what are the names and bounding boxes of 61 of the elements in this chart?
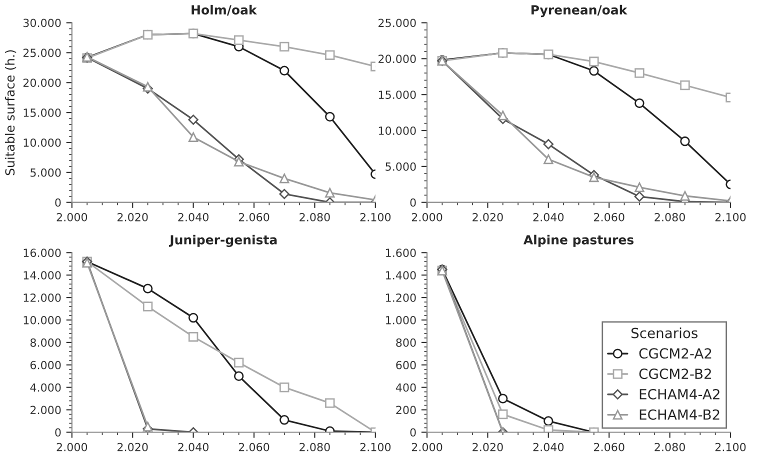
x-tick-label: 2.080 [300,212,330,222]
y-tick-label: 25.000 [378,18,416,28]
y-tick-label: 20.000 [23,78,61,87]
chart-title: Holm/oak [192,4,258,16]
y-tick-label: 1.600 [386,248,416,258]
x-tick-label: 2.100 [360,442,391,452]
x-tick-label: 2.100 [715,212,746,222]
y-tick-label: 10.000 [378,126,416,135]
x-tick-label: 2.060 [238,442,270,452]
y-tick-label: 2.000 [30,406,61,414]
legend-label: ECHAM4-A2 [640,388,720,400]
y-tick-label: 4.000 [30,383,61,392]
x-tick-label: 2.040 [533,442,564,452]
y-tick-label: 0 [55,428,61,437]
x-tick-label: 2.020 [118,442,148,452]
y-tick-label: 1.400 [386,271,416,280]
y-tick-label: 25.000 [23,48,61,58]
y-tick-label: 6.000 [30,360,61,370]
legend-label: CGCM2-B2 [639,368,711,380]
legend-label: CGCM2-A2 [639,348,712,359]
y-tick-label: 600 [396,360,416,370]
legend-label: ECHAM4-B2 [640,409,720,420]
y-tick-label: 10.000 [24,138,61,147]
x-tick-label: 2.060 [594,212,624,222]
y-tick-label: 800 [396,338,416,347]
x-tick-label: 2.020 [472,212,503,222]
y-tick-label: 15.000 [378,90,416,99]
x-tick-label: 2.100 [360,212,391,222]
x-tick-label: 2.080 [300,442,330,452]
y-tick-label: 5.000 [386,162,416,171]
y-tick-label: 16.000 [24,248,61,258]
chart-title: Pyrenean/oak [532,4,628,18]
x-tick-label: 2.040 [533,212,564,222]
y-tick-label: 1.000 [386,316,416,324]
x-tick-label: 2.040 [178,212,208,222]
x-tick-label: 2.080 [654,212,685,222]
y-tick-label: 14.000 [24,271,61,280]
y-tick-label: 20.000 [378,54,416,64]
chart-title: Alpine pastures [523,234,634,247]
chart-title: Juniper-genista [168,234,277,248]
x-tick-label: 2.040 [178,442,208,452]
y-tick-label: 0 [55,198,61,207]
y-tick-label: 200 [396,406,416,414]
y-tick-label: 12.000 [24,294,61,302]
x-tick-label: 2.100 [715,442,746,452]
x-tick-label: 2.060 [238,212,270,222]
y-tick-label: 0 [410,428,416,437]
x-tick-label: 2.020 [472,442,503,452]
y-axis-title: Suitable surface (h.) [4,50,16,176]
y-tick-label: 15.000 [24,108,61,117]
y-tick-label: 8.000 [30,338,61,347]
y-tick-label: 0 [410,198,416,207]
y-tick-label: 400 [396,383,416,392]
x-tick-label: 2.080 [654,442,685,452]
y-tick-label: 10.000 [24,316,61,324]
legend-title: Scenarios [631,328,698,338]
x-tick-label: 2.020 [118,212,148,222]
x-tick-label: 2.060 [594,442,624,452]
y-tick-label: 30.000 [23,18,61,28]
y-tick-label: 1.200 [386,294,416,302]
y-tick-label: 5.000 [30,168,61,177]
